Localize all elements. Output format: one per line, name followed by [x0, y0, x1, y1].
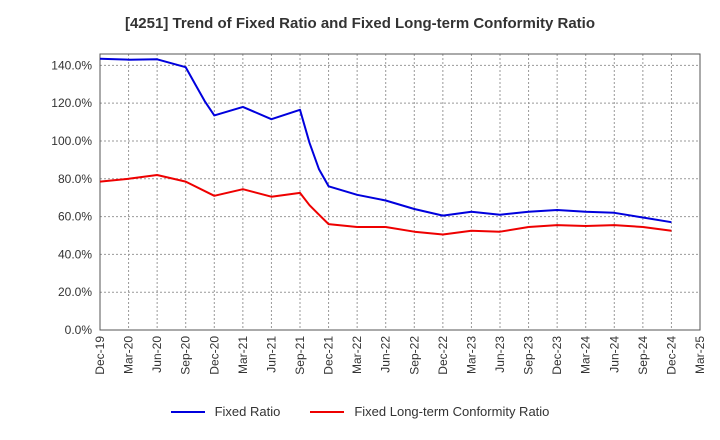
legend-swatch-fixed-ratio [170, 410, 205, 413]
x-tick-label: Dec-21 [322, 336, 336, 375]
legend-item-fixed-long-term: Fixed Long-term Conformity Ratio [310, 404, 549, 419]
x-tick-label: Dec-19 [93, 336, 107, 375]
x-tick-label: Sep-20 [179, 336, 193, 375]
x-tick-label: Mar-22 [350, 336, 364, 374]
x-tick-label: Jun-23 [493, 336, 507, 373]
chart-title: [4251] Trend of Fixed Ratio and Fixed Lo… [124, 15, 596, 32]
x-tick-label: Jun-22 [379, 336, 393, 373]
x-tick-label: Jun-21 [264, 336, 278, 373]
series-line-fixed-long-term-conformity-ratio [99, 174, 672, 236]
series-line-fixed-ratio [99, 57, 672, 224]
y-tick-label: 60.0% [58, 210, 92, 224]
x-tick-label: Dec-23 [550, 336, 564, 375]
x-tick-label: Jun-20 [150, 336, 164, 373]
y-tick-label: 140.0% [51, 58, 92, 72]
y-tick-label: 120.0% [51, 96, 92, 110]
x-tick-label: Sep-21 [293, 336, 307, 375]
legend-label-fixed-long-term: Fixed Long-term Conformity Ratio [354, 404, 550, 419]
y-tick-label: 20.0% [58, 285, 92, 299]
x-tick-label: Dec-22 [436, 336, 450, 375]
y-tick-label: 40.0% [58, 247, 92, 261]
legend-label-fixed-ratio: Fixed Ratio [214, 404, 281, 419]
x-tick-label: Dec-24 [664, 336, 678, 375]
legend-swatch-fixed-long-term [310, 410, 345, 413]
x-tick-label: Mar-21 [236, 336, 250, 374]
y-tick-label: 100.0% [51, 134, 92, 148]
legend: Fixed Ratio Fixed Long-term Conformity R… [0, 404, 720, 419]
x-tick-label: Mar-24 [579, 336, 593, 374]
x-tick-label: Mar-23 [464, 336, 478, 374]
x-tick-label: Jun-24 [607, 336, 621, 373]
legend-item-fixed-ratio: Fixed Ratio [170, 404, 281, 419]
x-tick-label: Sep-24 [636, 336, 650, 375]
y-tick-label: 0.0% [65, 323, 93, 337]
x-tick-label: Sep-23 [522, 336, 536, 375]
y-tick-label: 80.0% [58, 172, 92, 186]
x-tick-label: Mar-25 [693, 336, 707, 374]
plot-frame [99, 53, 701, 331]
x-tick-label: Mar-20 [122, 336, 136, 374]
x-tick-label: Sep-22 [407, 336, 421, 375]
x-tick-label: Dec-20 [207, 336, 221, 375]
